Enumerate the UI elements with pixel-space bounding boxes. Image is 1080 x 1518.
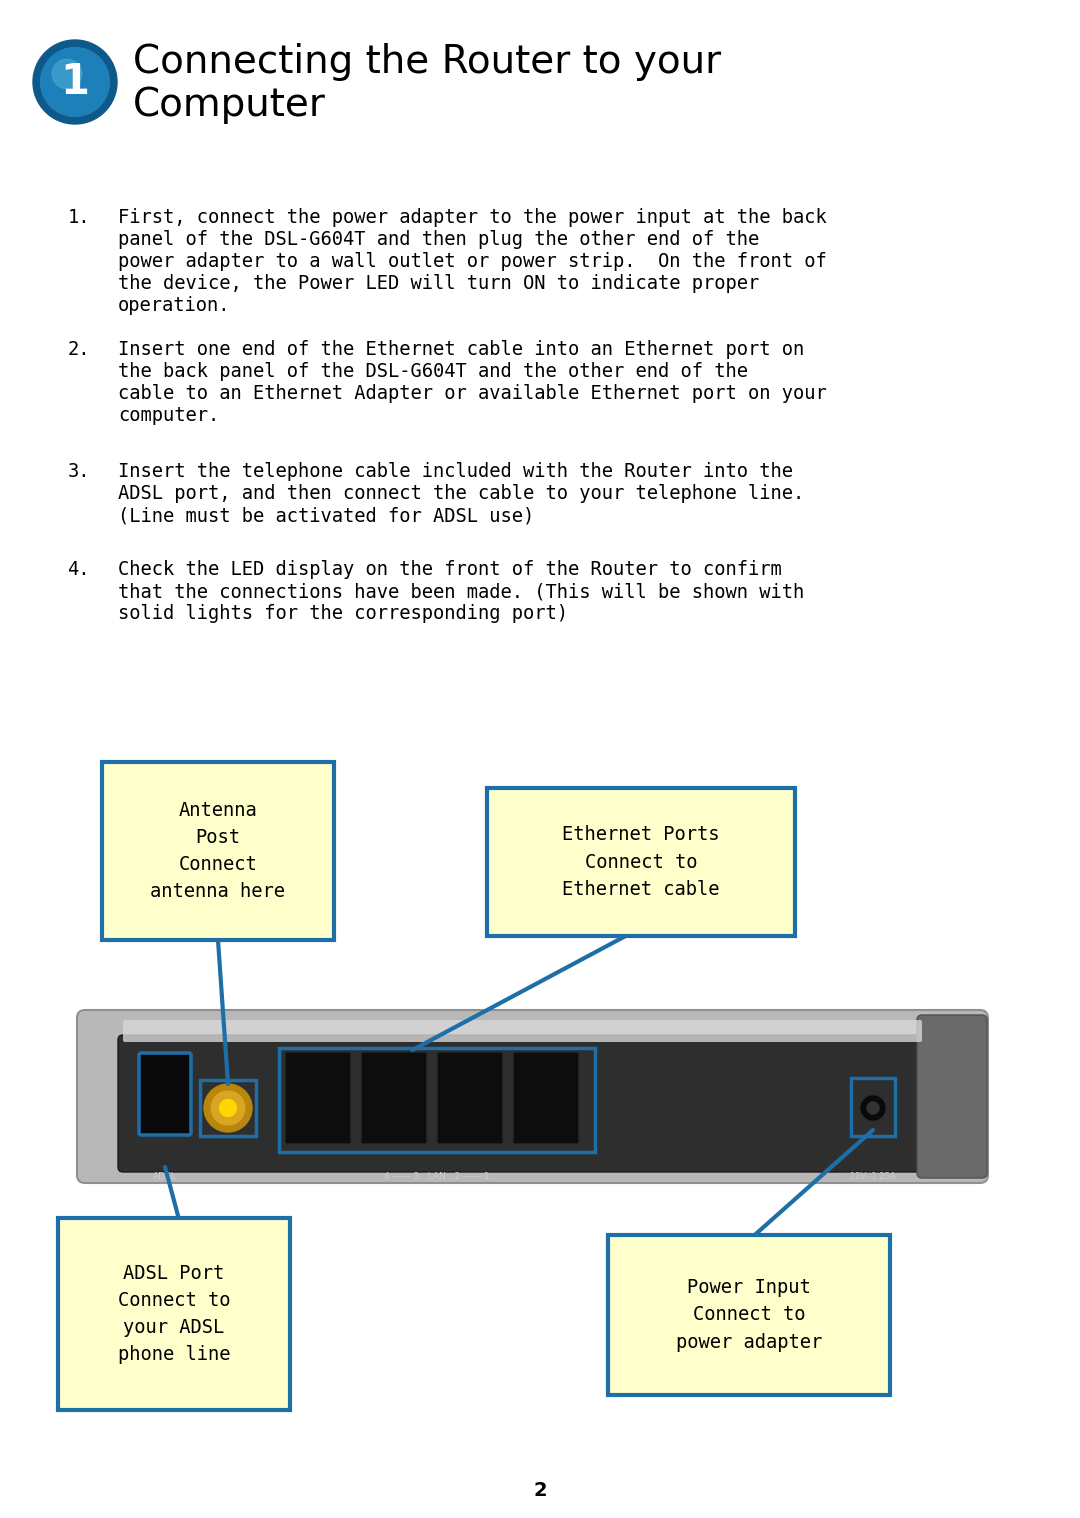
Circle shape [52,59,82,88]
Circle shape [41,47,109,117]
Text: ADSL port, and then connect the cable to your telephone line.: ADSL port, and then connect the cable to… [118,484,805,502]
Text: Power Input
Connect to
power adapter: Power Input Connect to power adapter [676,1278,822,1351]
Text: 1.: 1. [67,208,90,228]
FancyBboxPatch shape [285,1052,351,1145]
Text: ADSL: ADSL [153,1172,177,1181]
FancyBboxPatch shape [139,1053,191,1135]
Text: power adapter to a wall outlet or power strip.  On the front of: power adapter to a wall outlet or power … [118,252,827,272]
Text: panel of the DSL-G604T and then plug the other end of the: panel of the DSL-G604T and then plug the… [118,231,759,249]
Circle shape [867,1102,879,1114]
Circle shape [219,1099,237,1116]
FancyBboxPatch shape [77,1009,988,1183]
Text: Insert one end of the Ethernet cable into an Ethernet port on: Insert one end of the Ethernet cable int… [118,340,805,358]
FancyBboxPatch shape [58,1217,291,1410]
Text: Ethernet Ports
Connect to
Ethernet cable: Ethernet Ports Connect to Ethernet cable [563,826,719,899]
Text: that the connections have been made. (This will be shown with: that the connections have been made. (Th… [118,581,805,601]
Text: 1: 1 [60,61,90,103]
FancyBboxPatch shape [917,1016,987,1178]
Text: (Line must be activated for ADSL use): (Line must be activated for ADSL use) [118,505,535,525]
FancyBboxPatch shape [123,1020,922,1041]
FancyBboxPatch shape [487,788,795,937]
Text: solid lights for the corresponding port): solid lights for the corresponding port) [118,604,568,622]
Circle shape [212,1091,245,1125]
FancyBboxPatch shape [102,762,334,940]
FancyBboxPatch shape [513,1052,579,1145]
Text: ADSL Port
Connect to
your ADSL
phone line: ADSL Port Connect to your ADSL phone lin… [118,1263,230,1365]
Text: 4.: 4. [67,560,90,578]
Text: 2.: 2. [67,340,90,358]
Circle shape [33,39,117,124]
Text: 4 —— 3   LAN   2 —— 1: 4 —— 3 LAN 2 —— 1 [384,1172,490,1181]
Circle shape [204,1084,252,1132]
FancyBboxPatch shape [361,1052,427,1145]
Text: operation.: operation. [118,296,230,316]
Text: the device, the Power LED will turn ON to indicate proper: the device, the Power LED will turn ON t… [118,275,759,293]
Circle shape [861,1096,885,1120]
FancyBboxPatch shape [118,1035,923,1172]
Text: 2: 2 [534,1480,546,1500]
Text: Insert the telephone cable included with the Router into the: Insert the telephone cable included with… [118,461,793,481]
Text: cable to an Ethernet Adapter or available Ethernet port on your: cable to an Ethernet Adapter or availabl… [118,384,827,402]
FancyBboxPatch shape [437,1052,503,1145]
Text: Connecting the Router to your: Connecting the Router to your [133,43,721,80]
Text: 3.: 3. [67,461,90,481]
Text: 12V  1.25A: 12V 1.25A [850,1172,895,1181]
Text: First, connect the power adapter to the power input at the back: First, connect the power adapter to the … [118,208,827,228]
Text: Check the LED display on the front of the Router to confirm: Check the LED display on the front of th… [118,560,782,578]
Text: the back panel of the DSL-G604T and the other end of the: the back panel of the DSL-G604T and the … [118,361,748,381]
Text: Computer: Computer [133,87,326,124]
FancyBboxPatch shape [608,1236,890,1395]
Text: computer.: computer. [118,405,219,425]
Text: Antenna
Post
Connect
antenna here: Antenna Post Connect antenna here [150,800,285,902]
